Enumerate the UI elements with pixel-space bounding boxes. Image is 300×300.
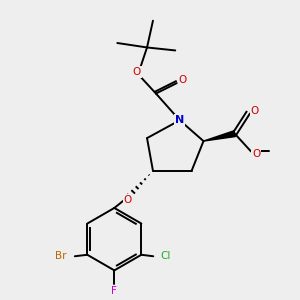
Text: O: O	[250, 106, 259, 116]
Text: N: N	[175, 115, 184, 125]
Text: O: O	[124, 195, 132, 205]
Text: F: F	[111, 286, 117, 296]
Text: O: O	[178, 75, 187, 85]
Polygon shape	[203, 131, 236, 141]
Text: Br: Br	[55, 251, 67, 261]
Text: O: O	[252, 149, 260, 160]
Text: O: O	[133, 67, 141, 77]
Text: Cl: Cl	[161, 251, 171, 261]
